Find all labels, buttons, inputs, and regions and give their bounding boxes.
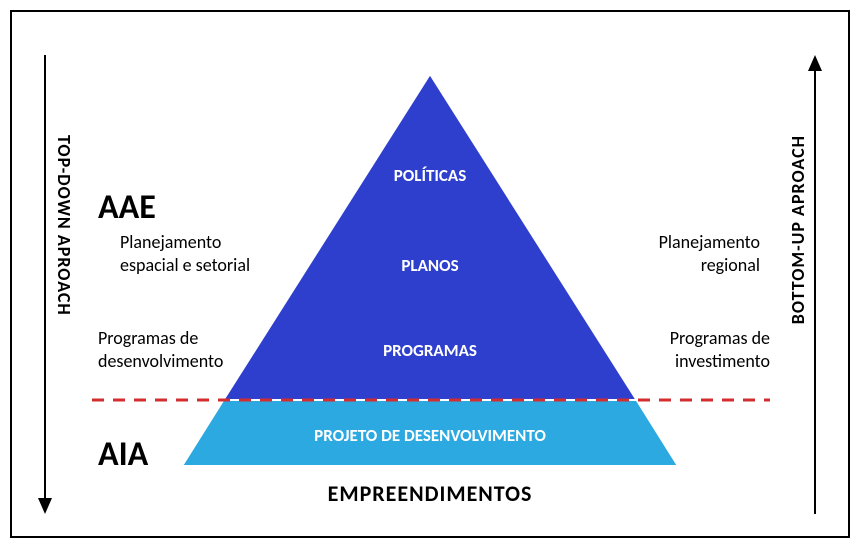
- approach-label-left: TOP-DOWN APROACH: [53, 135, 73, 321]
- side-label-right-lower: Programas de investimento: [600, 327, 770, 372]
- pyramid-lower-band-label: PROJETO DE DESENVOLVIMENTO: [230, 425, 630, 446]
- approach-label-right-text: BOTTOM-UP APROACH: [787, 135, 809, 324]
- right-arrow-head: [808, 55, 822, 71]
- pyramid-tier-planos: PLANOS: [330, 255, 530, 276]
- side-label-right-lower-line1: Programas de: [670, 327, 770, 349]
- left-arrow-head: [38, 498, 52, 514]
- acronym-aae: AAE: [98, 188, 156, 229]
- side-label-right-upper-line1: Planejamento: [659, 231, 760, 253]
- pyramid-tier-politicas: POLÍTICAS: [330, 165, 530, 186]
- side-label-right-upper-line2: regional: [701, 254, 760, 276]
- diagram-canvas: POLÍTICAS PLANOS PROGRAMAS PROJETO DE DE…: [0, 0, 860, 548]
- side-label-left-upper-line1: Planejamento: [120, 231, 221, 253]
- side-label-right-upper: Planejamento regional: [590, 231, 760, 276]
- approach-label-left-text: TOP-DOWN APROACH: [53, 135, 75, 316]
- side-label-left-lower: Programas de desenvolvimento: [98, 327, 268, 372]
- acronym-aia: AIA: [98, 435, 148, 476]
- pyramid-base-label: EMPREENDIMENTOS: [230, 480, 630, 507]
- side-label-left-upper: Planejamento espacial e setorial: [120, 231, 290, 276]
- pyramid-tier-programas: PROGRAMAS: [330, 340, 530, 361]
- side-label-right-lower-line2: investimento: [675, 350, 770, 372]
- side-label-left-lower-line1: Programas de: [98, 327, 198, 349]
- side-label-left-upper-line2: espacial e setorial: [120, 254, 250, 276]
- approach-label-right: BOTTOM-UP APROACH: [787, 135, 807, 329]
- side-label-left-lower-line2: desenvolvimento: [98, 350, 223, 372]
